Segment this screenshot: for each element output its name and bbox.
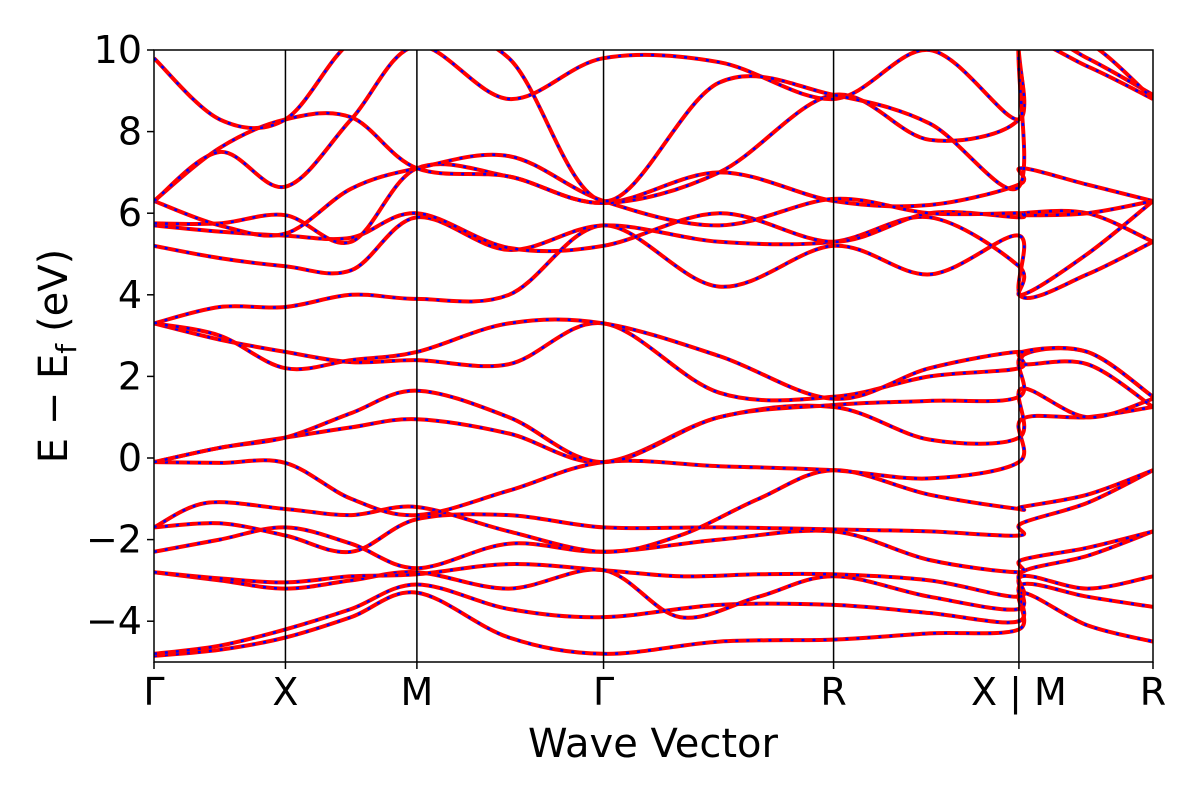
band-line-9 bbox=[154, 346, 1153, 465]
x-tick-label-6: R bbox=[1140, 670, 1166, 714]
band-line-2 bbox=[154, 567, 1153, 620]
band-line-dotted-17 bbox=[154, 50, 1153, 205]
band-line-17 bbox=[154, 50, 1153, 206]
x-tick-label-5: X | M bbox=[971, 670, 1067, 715]
x-tick-label-2: M bbox=[400, 670, 433, 714]
x-axis: Γ X M Γ R X | M R bbox=[143, 662, 1166, 715]
x-tick-label-4: R bbox=[820, 670, 846, 714]
y-axis-label-main: E − E bbox=[31, 354, 77, 464]
y-tick-label-7: 10 bbox=[94, 28, 142, 72]
band-line-11 bbox=[154, 317, 1153, 409]
x-axis-label: Wave Vector bbox=[528, 721, 779, 767]
y-tick-label-3: 2 bbox=[118, 354, 142, 398]
band-line-dotted-7 bbox=[154, 405, 1153, 517]
y-tick-label-0: −4 bbox=[86, 599, 142, 643]
plot-frame bbox=[153, 49, 1154, 663]
band-line-dotted-10 bbox=[154, 321, 1153, 402]
y-tick-label-1: −2 bbox=[86, 518, 142, 562]
kpoint-lines bbox=[284, 50, 1020, 662]
bands-layer bbox=[154, 50, 1153, 658]
band-line-dotted-3 bbox=[154, 530, 1153, 598]
x-tick-label-1: X bbox=[272, 670, 298, 714]
band-line-dotted-16 bbox=[154, 153, 1153, 237]
y-axis-label-unit: (eV) bbox=[31, 249, 77, 332]
y-tick-label-4: 4 bbox=[118, 273, 142, 317]
band-line-dotted-11 bbox=[154, 318, 1153, 409]
y-tick-label-5: 6 bbox=[118, 191, 142, 235]
y-tick-label-6: 8 bbox=[118, 110, 142, 154]
band-line-dotted-19 bbox=[154, 50, 1153, 203]
x-tick-label-3: Γ bbox=[593, 670, 614, 714]
y-axis-label-sub: f bbox=[50, 343, 83, 354]
band-line-12 bbox=[154, 223, 1153, 326]
y-axis: −4 −2 0 2 4 6 8 10 bbox=[86, 28, 154, 643]
band-line-6 bbox=[154, 468, 1153, 554]
y-tick-label-2: 0 bbox=[118, 436, 142, 480]
x-tick-label-0: Γ bbox=[143, 670, 164, 714]
band-line-dotted-9 bbox=[154, 347, 1153, 464]
y-axis-label: E − Ef (eV) bbox=[31, 249, 83, 464]
